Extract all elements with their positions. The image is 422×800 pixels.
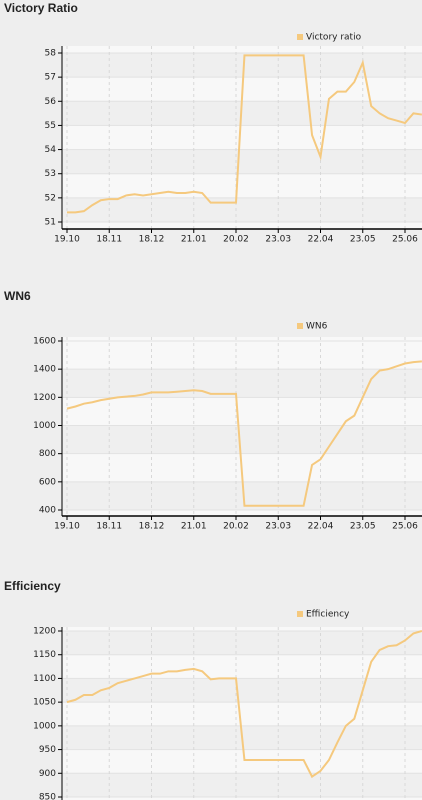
y-tick-label: 51 [45, 218, 56, 228]
y-tick-label: 54 [45, 145, 57, 155]
x-tick-label: 20.02 [223, 522, 249, 532]
legend-label: Efficiency [306, 610, 350, 620]
x-tick-label: 22.04 [308, 522, 334, 532]
grid-band [62, 369, 422, 398]
x-tick-label: 23.03 [265, 522, 291, 532]
y-tick-label: 55 [45, 121, 56, 131]
legend-label: Victory ratio [306, 33, 362, 43]
y-tick-label: 1600 [33, 337, 56, 347]
y-tick-label: 57 [45, 73, 56, 83]
y-tick-label: 56 [45, 97, 57, 107]
y-tick-label: 1100 [33, 674, 56, 684]
series-line [66, 360, 422, 507]
y-tick-label: 600 [39, 477, 56, 487]
x-tick-label: 18.11 [96, 522, 122, 532]
y-tick-label: 53 [45, 169, 56, 179]
x-tick-label: 19.10 [54, 522, 80, 532]
x-tick-label: 21.01 [181, 522, 207, 532]
x-tick-label: 18.11 [96, 235, 122, 245]
y-tick-label: 950 [39, 745, 56, 755]
x-tick-label: 21.01 [181, 235, 207, 245]
y-tick-label: 1150 [33, 650, 56, 660]
chart-title: Efficiency [4, 579, 61, 593]
grid-band [62, 631, 422, 655]
x-tick-label: 22.04 [308, 235, 334, 245]
plot-area [62, 627, 422, 800]
x-tick-label: 19.10 [54, 235, 80, 245]
y-tick-label: 1000 [33, 421, 56, 431]
x-tick-label: 25.06 [392, 522, 418, 532]
grid-band [62, 773, 422, 797]
x-tick-label: 23.05 [350, 235, 376, 245]
series-line [66, 630, 422, 779]
y-tick-label: 400 [39, 506, 56, 516]
y-tick-label: 1000 [33, 721, 56, 731]
x-tick-label: 23.03 [265, 235, 291, 245]
grid-band [62, 425, 422, 454]
y-tick-label: 900 [39, 769, 56, 779]
y-tick-label: 58 [45, 49, 57, 59]
x-tick-label: 18.12 [139, 522, 165, 532]
y-tick-label: 1400 [33, 365, 56, 375]
x-tick-label: 25.06 [392, 235, 418, 245]
series-line [67, 54, 422, 214]
legend-swatch [297, 611, 303, 617]
y-tick-label: 1050 [33, 698, 56, 708]
legend-swatch [297, 34, 303, 40]
y-tick-label: 52 [45, 193, 56, 203]
x-tick-label: 18.12 [139, 235, 165, 245]
y-tick-label: 850 [39, 793, 56, 800]
y-tick-label: 1200 [33, 393, 56, 403]
grid-band [62, 149, 422, 174]
y-tick-label: 800 [39, 449, 56, 459]
chart-title: Victory Ratio [4, 1, 78, 15]
grid-band [62, 197, 422, 222]
legend-swatch [297, 323, 303, 329]
legend-label: WN6 [306, 322, 328, 332]
y-tick-label: 1200 [33, 627, 56, 637]
grid-band [62, 678, 422, 703]
chart-title: WN6 [4, 289, 31, 303]
x-tick-label: 20.02 [223, 235, 249, 245]
x-tick-label: 23.05 [350, 522, 376, 532]
grid-band [62, 53, 422, 78]
